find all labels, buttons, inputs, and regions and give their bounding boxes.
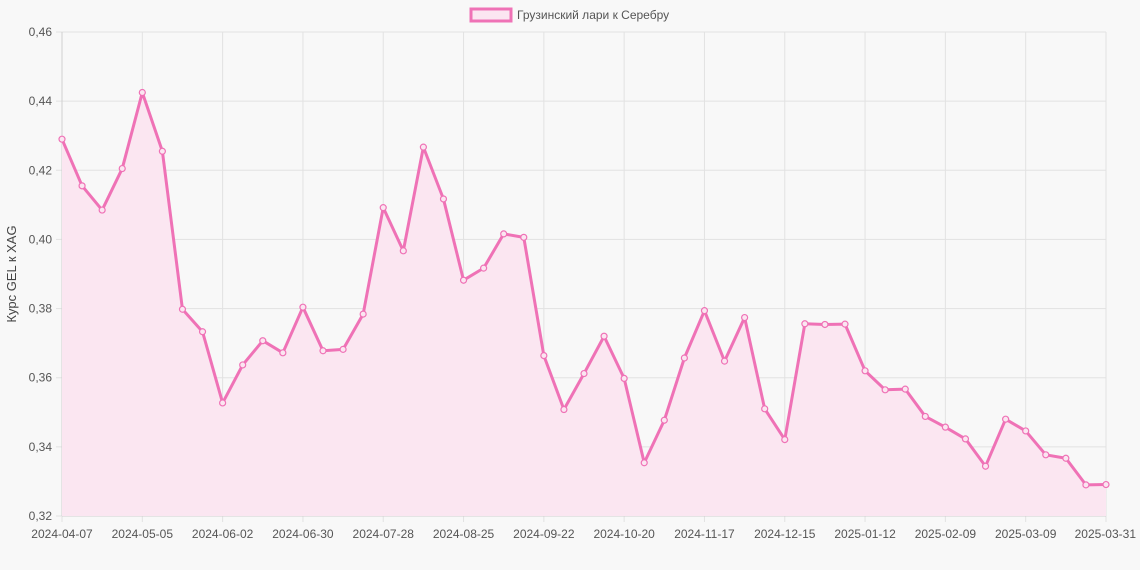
data-point[interactable]	[680, 354, 688, 362]
x-tick-label: 2024-11-17	[674, 527, 735, 541]
data-point[interactable]	[279, 349, 287, 357]
data-point[interactable]	[841, 320, 849, 328]
data-point[interactable]	[239, 361, 247, 369]
data-point[interactable]	[339, 345, 347, 353]
y-tick-label: 0,40	[29, 232, 53, 246]
x-tick-label: 2025-03-09	[995, 527, 1057, 541]
data-point[interactable]	[198, 328, 207, 336]
data-point[interactable]	[118, 164, 126, 173]
data-point[interactable]	[419, 143, 427, 151]
data-point[interactable]	[459, 276, 468, 284]
data-point[interactable]	[761, 405, 769, 413]
x-tick-label: 2024-06-02	[192, 527, 254, 541]
y-tick-label: 0,32	[29, 509, 53, 523]
data-point[interactable]	[1082, 481, 1090, 489]
data-point[interactable]	[259, 337, 267, 345]
y-tick-label: 0,36	[29, 371, 53, 385]
data-point[interactable]	[540, 351, 548, 360]
data-point[interactable]	[741, 313, 749, 322]
data-point[interactable]	[861, 367, 869, 375]
data-point[interactable]	[1062, 454, 1070, 462]
data-point[interactable]	[219, 399, 227, 407]
data-point[interactable]	[941, 423, 949, 431]
data-point[interactable]	[580, 369, 588, 378]
data-point[interactable]	[439, 195, 448, 203]
data-point[interactable]	[921, 412, 929, 421]
legend-label[interactable]: Грузинский лари к Серебру	[517, 8, 669, 22]
data-point[interactable]	[961, 435, 970, 443]
data-point[interactable]	[480, 264, 488, 272]
data-point[interactable]	[981, 462, 990, 470]
data-point[interactable]	[138, 88, 146, 97]
data-point[interactable]	[1022, 427, 1030, 435]
data-point[interactable]	[399, 247, 407, 255]
x-tick-label: 2025-01-12	[834, 527, 896, 541]
x-tick-label: 2025-03-31	[1075, 527, 1137, 541]
y-tick-label: 0,34	[29, 440, 53, 454]
data-point[interactable]	[901, 385, 909, 393]
data-point[interactable]	[299, 303, 307, 311]
data-point[interactable]	[98, 206, 106, 214]
x-tick-label: 2024-08-25	[433, 527, 495, 541]
x-tick-label: 2024-04-07	[31, 527, 93, 541]
data-point[interactable]	[58, 135, 66, 143]
x-tick-label: 2024-06-30	[272, 527, 334, 541]
x-tick-label: 2024-12-15	[754, 527, 816, 541]
series-area	[62, 92, 1106, 516]
data-point[interactable]	[720, 357, 729, 365]
data-point[interactable]	[881, 386, 889, 394]
data-point[interactable]	[560, 405, 568, 414]
data-point[interactable]	[620, 374, 628, 383]
series-area-fill	[62, 92, 1106, 516]
x-tick-label: 2024-10-20	[593, 527, 655, 541]
data-point[interactable]	[379, 204, 387, 212]
data-point[interactable]	[600, 332, 608, 340]
data-points	[58, 88, 1110, 489]
y-tick-label: 0,42	[29, 163, 53, 177]
data-point[interactable]	[1102, 480, 1110, 489]
x-tick-label: 2024-09-22	[513, 527, 575, 541]
legend[interactable]: Грузинский лари к Серебру	[469, 7, 669, 23]
x-tick-label: 2024-07-28	[353, 527, 415, 541]
data-point[interactable]	[178, 305, 187, 313]
data-point[interactable]	[500, 230, 508, 238]
data-point[interactable]	[801, 320, 809, 328]
data-point[interactable]	[520, 233, 528, 241]
data-point[interactable]	[781, 435, 789, 444]
data-point[interactable]	[1042, 451, 1050, 459]
data-point[interactable]	[319, 347, 327, 355]
x-tick-label: 2024-05-05	[112, 527, 174, 541]
y-tick-label: 0,44	[29, 94, 53, 108]
data-point[interactable]	[1002, 415, 1010, 423]
y-tick-label: 0,38	[29, 302, 53, 316]
x-tick-label: 2025-02-09	[915, 527, 977, 541]
data-point[interactable]	[158, 147, 166, 155]
legend-swatch[interactable]	[469, 7, 513, 23]
data-point[interactable]	[660, 416, 668, 424]
data-point[interactable]	[821, 320, 829, 329]
data-point[interactable]	[78, 182, 86, 190]
y-axis-title: Курс GEL к XAG	[4, 225, 19, 322]
data-point[interactable]	[359, 310, 367, 318]
y-axis-ticks: 0,46 0,44 0,42 0,40 0,38 0,36 0,34 0,32	[29, 25, 53, 523]
x-axis-ticks: 2024-04-07 2024-05-05 2024-06-02 2024-06-30…	[31, 527, 1136, 541]
data-point[interactable]	[640, 459, 648, 467]
data-point[interactable]	[700, 307, 709, 315]
y-tick-label: 0,46	[29, 25, 53, 39]
